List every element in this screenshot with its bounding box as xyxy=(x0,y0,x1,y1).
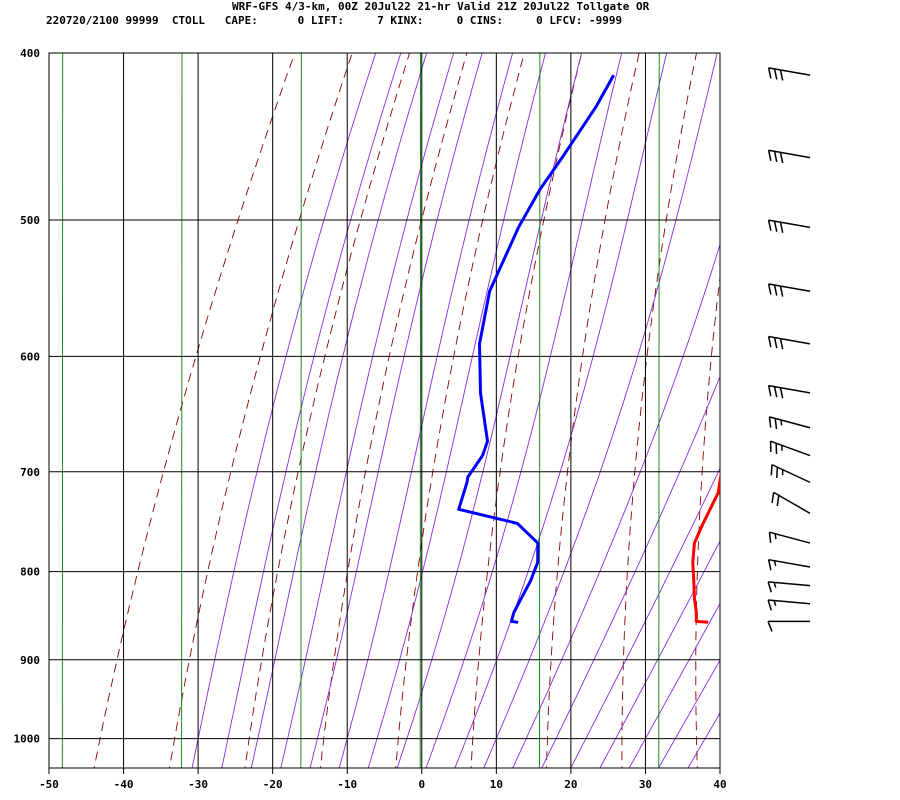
wind-barb xyxy=(767,219,811,233)
pressure-tick-label: 600 xyxy=(20,350,40,363)
wind-barb-column xyxy=(767,67,811,632)
wind-barb xyxy=(767,599,811,611)
chart-title: WRF-GFS 4/3-km, 00Z 20Jul22 21-hr Valid … xyxy=(232,0,650,13)
plot-frame xyxy=(48,52,721,769)
moist-adiabat-line xyxy=(250,53,428,768)
dry-adiabat-line xyxy=(837,44,870,776)
temperature-tick-label: 0 xyxy=(418,778,425,791)
moist-adiabat-line xyxy=(338,53,514,768)
sounding-indices: 220720/2100 99999 CTOLL CAPE: 0 LIFT: 7 … xyxy=(46,14,623,27)
wind-barb xyxy=(768,531,811,544)
temperature-tick-label: 30 xyxy=(639,778,652,791)
temperature-tick-label: 40 xyxy=(713,778,726,791)
moist-adiabat-line xyxy=(454,53,668,768)
temperature-tick-label: -10 xyxy=(337,778,357,791)
moist-adiabat-line xyxy=(396,53,583,768)
temperature-tick-label: -30 xyxy=(188,778,208,791)
dry-adiabat-line xyxy=(621,53,697,768)
moist-adiabat-line xyxy=(687,712,720,768)
temperature-axis: -50 -40 -30 -20 -10 0 10 20 30 40 xyxy=(39,768,727,791)
moist-adiabat-line xyxy=(280,53,455,768)
moist-adiabat-line xyxy=(367,53,546,768)
dry-adiabat-line xyxy=(93,53,296,768)
temperature-tick-label: 20 xyxy=(564,778,577,791)
pressure-tick-label: 700 xyxy=(20,466,40,479)
wind-barb xyxy=(767,384,811,399)
moist-adiabat-line xyxy=(191,53,377,768)
pressure-axis: 400 500 600 700 800 900 1000 xyxy=(14,47,41,746)
moist-adiabat-line xyxy=(512,243,720,768)
wind-barb xyxy=(767,283,811,297)
moist-adiabat-line xyxy=(628,602,720,768)
wind-barb xyxy=(770,463,811,484)
pressure-tick-label: 1000 xyxy=(14,733,41,746)
moist-adiabat-line xyxy=(425,53,623,768)
wind-barb xyxy=(767,558,811,571)
dry-adiabat-line xyxy=(395,53,525,768)
dry-adiabat-line xyxy=(546,53,640,768)
temperature-tick-label: -50 xyxy=(39,778,59,791)
moist-adiabat-line xyxy=(570,467,720,768)
dry-adiabat-line xyxy=(695,273,720,768)
moist-adiabat-line xyxy=(221,53,402,768)
pressure-tick-label: 500 xyxy=(20,214,40,227)
dewpoint-trace xyxy=(457,74,616,624)
moist-adiabat-line xyxy=(599,540,720,768)
wind-barb xyxy=(767,620,810,632)
temperature-tick-label: 10 xyxy=(490,778,503,791)
wind-barb xyxy=(769,440,811,457)
sounding-traces xyxy=(457,74,720,624)
grid-lines xyxy=(48,52,721,768)
dry-adiabat-line xyxy=(319,53,468,768)
moist-adiabat-line xyxy=(658,659,720,768)
pressure-tick-label: 400 xyxy=(20,47,40,60)
moist-adiabat-line xyxy=(309,53,483,768)
wind-barb xyxy=(767,67,811,81)
wind-barb xyxy=(767,149,811,164)
wind-barb xyxy=(768,416,811,430)
dry-adiabat-line xyxy=(169,53,353,768)
temperature-tick-label: -40 xyxy=(114,778,134,791)
wind-barb xyxy=(767,335,811,350)
pressure-tick-label: 800 xyxy=(20,566,40,579)
dry-adiabat-line xyxy=(244,53,410,768)
temperature-tick-label: -20 xyxy=(263,778,283,791)
temperature-trace xyxy=(691,471,720,624)
wind-barb xyxy=(771,491,811,514)
pressure-tick-label: 900 xyxy=(20,654,40,667)
moist-adiabat-line xyxy=(541,375,720,768)
wind-barb xyxy=(767,581,811,593)
moist-adiabat-line xyxy=(483,53,718,768)
thermodynamic-background xyxy=(61,44,870,776)
dry-adiabat-line xyxy=(470,53,583,768)
